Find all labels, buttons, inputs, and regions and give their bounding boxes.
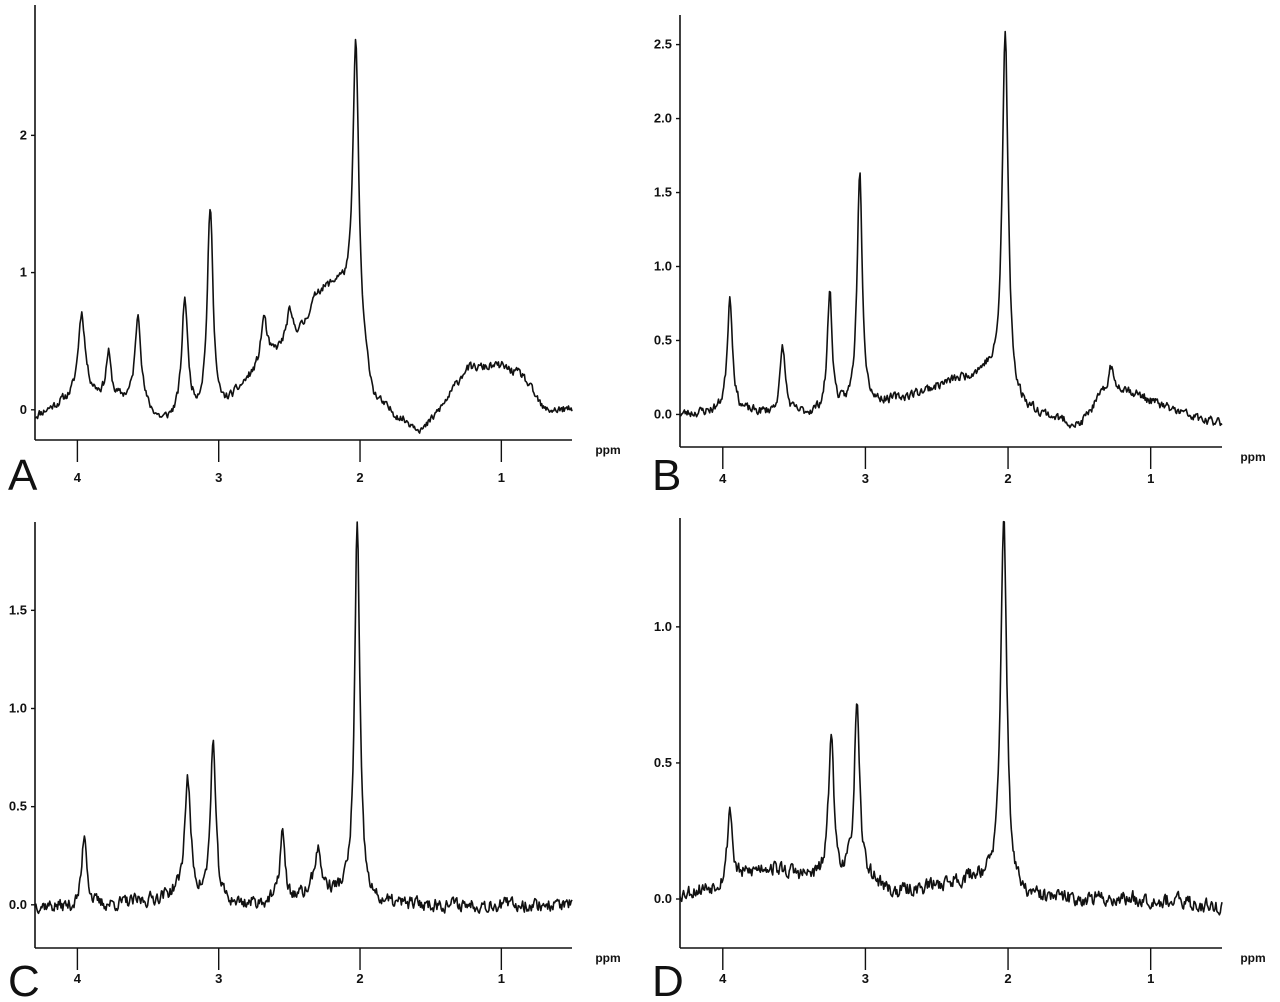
spectrum-panel-c: 0.0 0.5 1.0 1.5 4 3 2 1 ppm C — [8, 521, 621, 1002]
x-tick-label: 1 — [498, 470, 505, 485]
spectrum-trace — [34, 521, 573, 915]
panel-letter: C — [8, 957, 40, 1002]
x-tick-label: 3 — [862, 471, 869, 486]
y-tick-label: 1.0 — [654, 619, 672, 634]
x-tick-label: 1 — [1147, 971, 1154, 986]
y-tick-label: 0.0 — [654, 891, 672, 906]
spectrum-panel-b: 0.0 0.5 1.0 1.5 2.0 2.5 4 3 2 1 ppm B — [652, 15, 1266, 500]
panel-letter: D — [652, 957, 684, 1002]
y-tick-label: 2.5 — [654, 37, 672, 52]
x-axis-unit-label: ppm — [1240, 450, 1265, 464]
x-axis-unit-label: ppm — [1240, 951, 1265, 965]
spectrum-trace — [34, 38, 573, 434]
x-tick-label: 3 — [215, 470, 222, 485]
x-tick-label: 2 — [1004, 471, 1011, 486]
x-tick-label: 2 — [356, 470, 363, 485]
spectrum-trace — [679, 520, 1223, 916]
y-tick-label: 2.0 — [654, 111, 672, 126]
x-tick-label: 4 — [74, 971, 82, 986]
y-tick-label: 1.5 — [654, 185, 672, 200]
y-tick-label: 1.0 — [654, 259, 672, 274]
y-tick-label: 1.0 — [9, 700, 27, 715]
x-tick-label: 1 — [498, 971, 505, 986]
y-tick-label: 2 — [20, 127, 27, 142]
y-tick-label: 0.0 — [654, 406, 672, 421]
spectrum-panel-d: 0.0 0.5 1.0 4 3 2 1 ppm D — [652, 518, 1266, 1002]
x-tick-label: 2 — [1004, 971, 1011, 986]
spectrum-trace — [679, 30, 1223, 429]
x-axis-unit-label: ppm — [595, 951, 620, 965]
x-tick-label: 4 — [74, 470, 82, 485]
x-tick-label: 1 — [1147, 471, 1154, 486]
panel-letter: A — [8, 451, 38, 500]
x-tick-label: 3 — [215, 971, 222, 986]
x-tick-label: 4 — [719, 971, 727, 986]
y-tick-label: 0.5 — [654, 332, 672, 347]
y-tick-label: 0.5 — [9, 799, 27, 814]
y-tick-label: 1.5 — [9, 602, 27, 617]
panel-letter: B — [652, 451, 681, 500]
spectrum-panel-a: 0 1 2 4 3 2 1 ppm A — [8, 5, 621, 500]
y-tick-label: 0.0 — [9, 897, 27, 912]
x-tick-label: 4 — [719, 471, 727, 486]
y-tick-label: 1 — [20, 265, 27, 280]
x-tick-label: 3 — [862, 971, 869, 986]
x-axis-unit-label: ppm — [595, 443, 620, 457]
y-tick-label: 0.5 — [654, 755, 672, 770]
x-tick-label: 2 — [356, 971, 363, 986]
y-tick-label: 0 — [20, 402, 27, 417]
